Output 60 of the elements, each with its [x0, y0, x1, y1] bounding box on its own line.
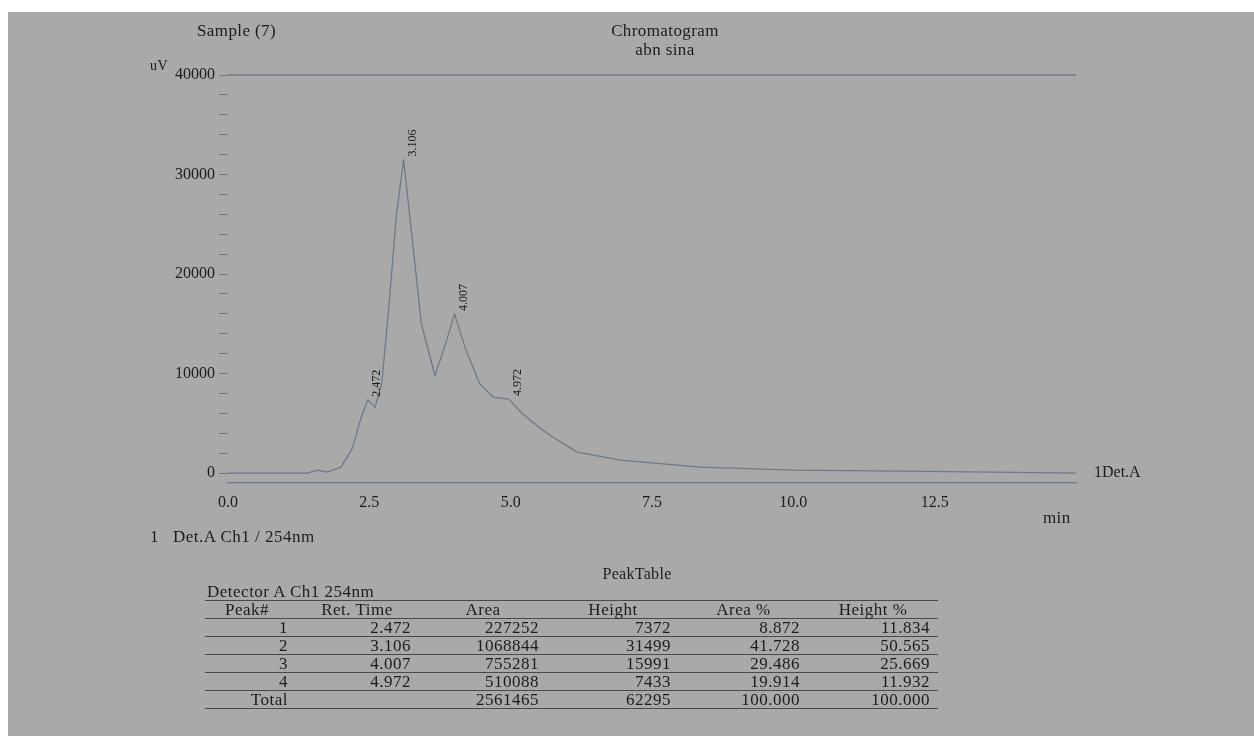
x-tick-label: Ret. Time: [320, 600, 394, 619]
x-tick-label: 5.0: [500, 492, 521, 510]
x-tick-label: 7.5: [642, 492, 662, 510]
annotation: 4.972: [510, 369, 525, 397]
data-label: 510088: [484, 672, 540, 691]
x-tick-label: Height: [587, 600, 639, 619]
data-label: 25.669: [879, 654, 931, 673]
y-tick-label: 30000: [175, 164, 215, 182]
annotation: 3.106: [404, 129, 419, 157]
data-label: 7372: [635, 618, 672, 637]
category-label: 1: [150, 527, 159, 546]
data-label: 7433: [634, 672, 672, 691]
data-label: 227252: [484, 618, 540, 637]
y-tick-label: 2: [278, 636, 289, 655]
data-label: 11.834: [880, 618, 931, 637]
chart-title: PeakTable: [602, 565, 672, 582]
y-tick-label: 3: [278, 654, 289, 673]
y-tick-label: 0: [207, 463, 215, 481]
chart-title: Chromatogram: [611, 21, 719, 40]
y-tick-label: 1: [278, 618, 289, 637]
y-axis-title: Peak#: [224, 600, 271, 619]
data-label: 29.486: [749, 654, 801, 673]
data-label: 100.000: [740, 690, 801, 709]
data-label: 1068844: [475, 636, 540, 655]
chart-subtitle: abn sina: [635, 40, 695, 59]
data-label: 2.472: [369, 618, 412, 637]
data-label: 31499: [625, 636, 672, 655]
annotation: 4.007: [455, 283, 470, 311]
data-label: 2561465: [475, 690, 540, 709]
data-label: 755281: [484, 654, 540, 673]
y-tick-label: Total: [249, 690, 289, 709]
data-label: 15991: [625, 654, 672, 673]
annotation: 1Det.A: [1094, 463, 1142, 481]
data-label: 41.728: [749, 636, 801, 655]
data-label: 4.007: [369, 654, 412, 673]
text: Sample (7): [197, 21, 277, 40]
x-axis-title: min: [1043, 508, 1071, 527]
y-axis-title: uV: [150, 57, 168, 75]
data-label: 4.972: [369, 672, 412, 691]
data-label: 100.000: [870, 690, 931, 709]
text: Det.A Ch1 / 254nm: [173, 527, 315, 546]
data-label: 50.565: [879, 636, 931, 655]
chart-subtitle: Detector A Ch1 254nm: [207, 582, 375, 601]
x-tick-label: 10.0: [779, 492, 808, 510]
y-tick-label: 40000: [175, 65, 215, 83]
y-tick-label: 10000: [175, 363, 215, 381]
x-tick-label: 2.5: [359, 492, 380, 510]
data-label: 3.106: [369, 636, 412, 655]
y-tick-label: 20000: [175, 264, 215, 282]
data-label: 62295: [625, 690, 672, 709]
x-tick-label: Height %: [837, 600, 909, 619]
y-tick-label: 4: [278, 672, 289, 691]
data-label: 8.872: [758, 618, 801, 637]
x-tick-label: Area: [464, 600, 502, 619]
x-tick-label: Area %: [715, 600, 772, 619]
x-tick-label: 12.5: [920, 492, 949, 510]
data-label: 19.914: [749, 672, 801, 691]
data-label: 11.932: [879, 672, 931, 691]
x-tick-label: 0.0: [218, 492, 238, 510]
annotation: 2.472: [368, 369, 383, 397]
